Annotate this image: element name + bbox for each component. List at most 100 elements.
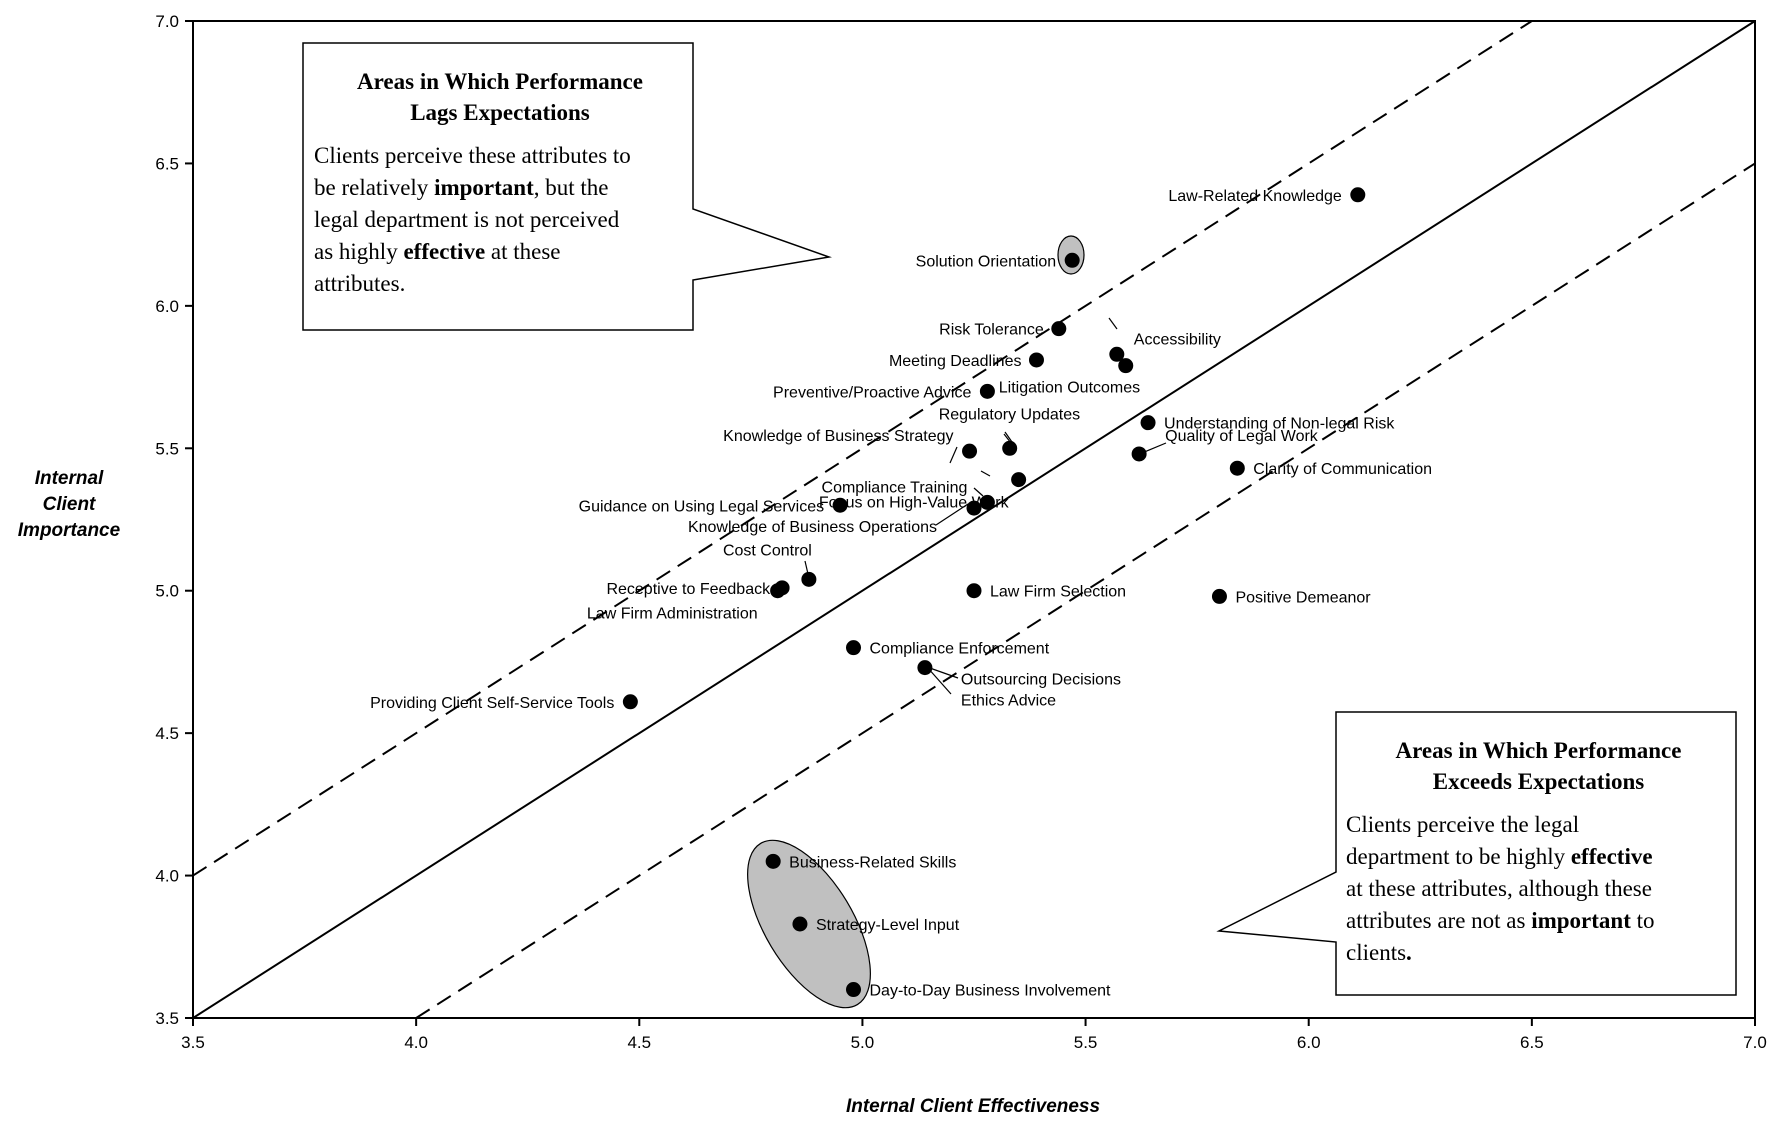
data-point-guidance-on-using-legal-services xyxy=(832,497,848,513)
data-point-day-to-day-business-involvement xyxy=(846,982,862,998)
y-tick-label: 4.0 xyxy=(155,867,179,886)
callout-lags-line2a: be relatively xyxy=(314,175,435,200)
callout-lags-line4b: at these xyxy=(485,239,561,264)
point-label-knowledge-of-business-operations: Knowledge of Business Operations xyxy=(688,519,937,536)
y-tick-label: 5.0 xyxy=(155,582,179,601)
x-tick-label: 6.5 xyxy=(1520,1033,1544,1052)
point-label-providing-client-self-service-tools: Providing Client Self-Service Tools xyxy=(370,695,614,712)
callout-lags-line4a: as highly xyxy=(314,239,404,264)
callout-lags-important: important xyxy=(434,175,534,200)
callout-lags-title-line1: Areas in Which Performance xyxy=(357,69,643,94)
callout-exceeds-effective: effective xyxy=(1570,844,1653,869)
point-label-law-firm-administration: Law Firm Administration xyxy=(587,606,758,623)
point-label-receptive-to-feedback: Receptive to Feedback xyxy=(606,581,771,598)
x-tick-label: 4.5 xyxy=(627,1033,651,1052)
callout-lags-box xyxy=(302,42,832,331)
callout-exceeds-title-line2: Exceeds Expectations xyxy=(1432,769,1645,794)
point-label-law-related-knowledge: Law-Related Knowledge xyxy=(1168,188,1342,205)
data-point-compliance-training xyxy=(979,494,995,510)
point-label-outsourcing-decisions: Outsourcing Decisions xyxy=(961,672,1121,689)
callout-exceeds-line3: at these attributes, although these xyxy=(1346,876,1652,901)
data-points xyxy=(622,187,1366,998)
x-axis-title-text: Internal Client Effectiveness xyxy=(845,1096,1101,1117)
data-point-knowledge-of-business-operations xyxy=(966,500,982,516)
callout-exceeds-period: . xyxy=(1406,940,1412,965)
data-point-business-related-skills xyxy=(765,853,781,869)
x-axis: 3.5 4.0 4.5 5.0 5.5 6.0 6.5 7.0 xyxy=(181,1018,1767,1052)
point-label-regulatory-updates: Regulatory Updates xyxy=(939,406,1080,423)
point-label-solution-orientation: Solution Orientation xyxy=(916,253,1057,270)
point-label-ethics-advice: Ethics Advice xyxy=(961,693,1056,710)
point-label-law-firm-selection: Law Firm Selection xyxy=(990,584,1126,601)
point-label-cost-control: Cost Control xyxy=(723,542,812,559)
data-point-law-firm-selection xyxy=(966,583,982,599)
callout-lags-line2b: , but the xyxy=(533,175,609,200)
data-point-solution-orientation xyxy=(1064,252,1080,268)
y-axis-title-text: Internal Client Importance xyxy=(18,468,120,541)
y-tick-label: 4.5 xyxy=(155,724,179,743)
data-point-focus-on-high-value-work xyxy=(1011,472,1027,488)
data-point-outsourcing-decisions xyxy=(917,660,933,676)
data-point-cost-control xyxy=(801,571,817,587)
dashed-reference-line xyxy=(192,20,1533,877)
callout-exceeds-title-line1: Areas in Which Performance xyxy=(1395,738,1682,763)
y-axis-title-word: Internal xyxy=(34,468,104,489)
point-label-focus-on-high-value-work: Focus on High-Value Work xyxy=(819,495,1010,512)
callout-exceeds-box xyxy=(1216,711,1737,996)
callout-lags-body: Clients perceive these attributes to be … xyxy=(314,140,686,300)
callout-exceeds: Areas in Which Performance Exceeds Expec… xyxy=(1346,735,1731,969)
data-point-knowledge-of-business-strategy xyxy=(962,443,978,459)
dashed-reference-line xyxy=(415,162,1756,1019)
x-tick-label: 5.5 xyxy=(1074,1033,1098,1052)
point-label-meeting-deadlines: Meeting Deadlines xyxy=(889,353,1022,370)
callout-lags-line3: legal department is not perceived xyxy=(314,207,620,232)
callout-exceeds-important: important xyxy=(1531,908,1631,933)
y-axis-title-word: Client xyxy=(42,494,96,515)
point-label-knowledge-of-business-strategy: Knowledge of Business Strategy xyxy=(723,428,953,445)
diagonal-reference-line xyxy=(192,20,1756,1019)
callout-lags-title: Areas in Which Performance Lags Expectat… xyxy=(314,66,686,128)
point-label-preventive-proactive-advice: Preventive/Proactive Advice xyxy=(773,384,971,401)
point-label-day-to-day-business-involvement: Day-to-Day Business Involvement xyxy=(870,983,1112,1000)
data-point-compliance-enforcement xyxy=(846,640,862,656)
data-point-regulatory-updates xyxy=(1002,440,1018,456)
x-tick-label: 6.0 xyxy=(1297,1033,1321,1052)
x-tick-label: 7.0 xyxy=(1743,1033,1767,1052)
callout-lags-line1: Clients perceive these attributes to xyxy=(314,143,631,168)
point-label-compliance-training: Compliance Training xyxy=(822,479,968,496)
data-point-law-related-knowledge xyxy=(1350,187,1366,203)
x-axis-title: Internal Client Effectiveness xyxy=(793,1096,1153,1118)
data-point-law-firm-administration xyxy=(770,583,786,599)
x-tick-label: 4.0 xyxy=(404,1033,428,1052)
callout-lags-line5: attributes. xyxy=(314,271,406,296)
point-label-guidance-on-using-legal-services: Guidance on Using Legal Services xyxy=(579,498,824,515)
callout-lags: Areas in Which Performance Lags Expectat… xyxy=(314,66,686,300)
reference-lines xyxy=(192,20,1756,1019)
callout-exceeds-line4a: attributes are not as xyxy=(1346,908,1532,933)
highlight-ellipse-business-skills xyxy=(747,839,871,1009)
data-point-risk-tolerance xyxy=(1051,321,1067,337)
data-point-positive-demeanor xyxy=(1211,588,1227,604)
x-tick-label: 5.0 xyxy=(851,1033,875,1052)
data-point-quality-of-legal-work xyxy=(1131,446,1147,462)
point-labels: Law-Related Knowledge Solution Orientatio… xyxy=(370,188,1432,1000)
data-point-meeting-deadlines xyxy=(1028,352,1044,368)
callout-lags-title-line2: Lags Expectations xyxy=(410,100,590,125)
y-tick-label: 3.5 xyxy=(155,1009,179,1028)
point-label-compliance-enforcement: Compliance Enforcement xyxy=(870,641,1050,658)
point-label-litigation-outcomes: Litigation Outcomes xyxy=(999,380,1140,397)
plot-area-frame xyxy=(192,20,1756,1019)
data-point-accessibility xyxy=(1109,346,1125,362)
data-point-clarity-of-communication xyxy=(1229,460,1245,476)
y-tick-label: 6.5 xyxy=(155,154,179,173)
callout-exceeds-line5: clients xyxy=(1346,940,1407,965)
point-label-quality-of-legal-work: Quality of Legal Work xyxy=(1165,428,1319,445)
point-label-clarity-of-communication: Clarity of Communication xyxy=(1253,461,1432,478)
callout-exceeds-line1: Clients perceive the legal xyxy=(1346,812,1580,837)
point-label-accessibility: Accessibility xyxy=(1134,331,1221,348)
point-label-strategy-level-input: Strategy-Level Input xyxy=(816,917,960,934)
y-tick-label: 5.5 xyxy=(155,439,179,458)
x-tick-label: 3.5 xyxy=(181,1033,205,1052)
point-label-positive-demeanor: Positive Demeanor xyxy=(1235,589,1371,606)
